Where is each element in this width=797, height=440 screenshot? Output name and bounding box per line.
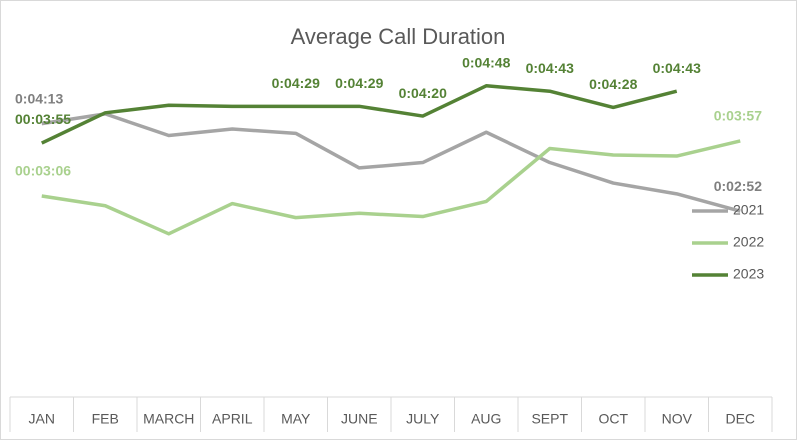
x-tick-label: NOV bbox=[662, 411, 693, 427]
legend-label: 2021 bbox=[733, 202, 764, 218]
x-tick-label: DEC bbox=[725, 411, 755, 427]
x-tick-label: APRIL bbox=[212, 411, 253, 427]
x-tick-label: OCT bbox=[598, 411, 628, 427]
data-label: 0:04:20 bbox=[399, 85, 447, 101]
x-tick-label: AUG bbox=[471, 411, 501, 427]
data-label: 00:03:55 bbox=[15, 111, 71, 127]
series-line bbox=[40, 84, 678, 145]
data-label: 0:04:28 bbox=[589, 76, 637, 92]
x-tick-label: JUNE bbox=[341, 411, 378, 427]
data-label: 0:04:29 bbox=[272, 75, 320, 91]
series-line bbox=[41, 112, 741, 213]
data-label: 0:04:43 bbox=[653, 60, 701, 76]
data-label: 0:03:57 bbox=[714, 108, 762, 124]
data-label: 0:04:43 bbox=[526, 60, 574, 76]
legend-label: 2022 bbox=[733, 234, 764, 250]
x-tick-label: FEB bbox=[92, 411, 119, 427]
data-label: 0:02:52 bbox=[714, 178, 762, 194]
x-tick-label: SEPT bbox=[531, 411, 568, 427]
x-tick-label: JULY bbox=[406, 411, 440, 427]
x-tick-label: MAY bbox=[281, 411, 311, 427]
legend-label: 2023 bbox=[733, 266, 764, 282]
data-label: 0:04:29 bbox=[335, 75, 383, 91]
data-label: 0:04:13 bbox=[15, 90, 63, 106]
series-line bbox=[41, 139, 741, 236]
data-label: 0:04:48 bbox=[462, 55, 510, 71]
data-label: 00:03:06 bbox=[15, 163, 71, 179]
x-tick-label: MARCH bbox=[143, 411, 194, 427]
chart-title: Average Call Duration bbox=[291, 24, 506, 49]
x-tick-label: JAN bbox=[29, 411, 55, 427]
